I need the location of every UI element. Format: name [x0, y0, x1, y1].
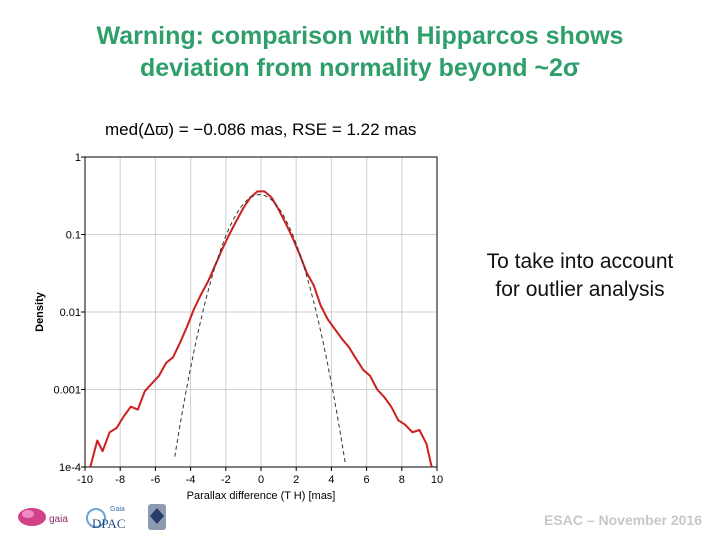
dpac-logo-ring — [86, 508, 106, 528]
x-tick-label: 2 — [293, 474, 299, 486]
title-line-1: Warning: comparison with Hipparcos shows — [96, 22, 624, 50]
x-axis-label: Parallax difference (T H) [mas] — [187, 490, 336, 502]
series-layer — [89, 190, 433, 468]
normal-fit-line — [174, 194, 346, 465]
x-tick-label: 6 — [364, 474, 370, 486]
dpac-logo-small-text: Gaia — [110, 506, 125, 513]
footer-text: ESAC – November 2016 — [544, 512, 702, 528]
observatory-logo-mark — [150, 508, 164, 524]
chart-header: med(Δϖ) = −0.086 mas, RSE = 1.22 mas — [105, 120, 417, 139]
x-tick-label: 8 — [399, 474, 405, 486]
title-line-2: deviation from normality beyond ~2σ — [139, 54, 581, 82]
tick-marks: -10 -8 -6 -4 -2 0 2 4 6 8 10 1 0.1 0.01 0.001 1e-4 — [53, 152, 443, 486]
dpac-logo-text: DPAC — [92, 516, 125, 531]
slide-title: Warning: comparison with Hipparcos shows… — [0, 20, 720, 84]
side-note: To take into account for outlier analysi… — [462, 248, 698, 304]
y-tick-label: 1e-4 — [59, 462, 81, 474]
gaia-logo-highlight — [22, 510, 34, 518]
gaia-logo-text: gaia — [49, 514, 68, 525]
x-tick-label: 0 — [258, 474, 264, 486]
y-tick-label: 0.1 — [66, 230, 81, 242]
grid — [84, 156, 438, 468]
x-tick-label: 10 — [431, 474, 443, 486]
x-tick-label: 4 — [328, 474, 334, 486]
note-line-1: To take into account — [486, 250, 674, 273]
gaia-logo: gaia — [18, 508, 68, 526]
y-tick-label: 0.01 — [60, 307, 81, 319]
x-tick-label: -6 — [151, 474, 161, 486]
y-axis-label: Density — [34, 291, 46, 332]
empirical-density-line — [89, 190, 433, 468]
x-tick-label: -8 — [115, 474, 125, 486]
x-tick-label: -4 — [186, 474, 196, 486]
x-tick-label: -2 — [221, 474, 231, 486]
x-tick-label: -10 — [77, 474, 93, 486]
dpac-logo: Gaia DPAC — [86, 506, 125, 531]
gaia-logo-blob — [18, 508, 46, 526]
note-line-2: for outlier analysis — [495, 278, 665, 301]
observatory-logo — [148, 504, 166, 530]
y-tick-label: 0.001 — [53, 385, 81, 397]
y-tick-label: 1 — [75, 152, 81, 164]
